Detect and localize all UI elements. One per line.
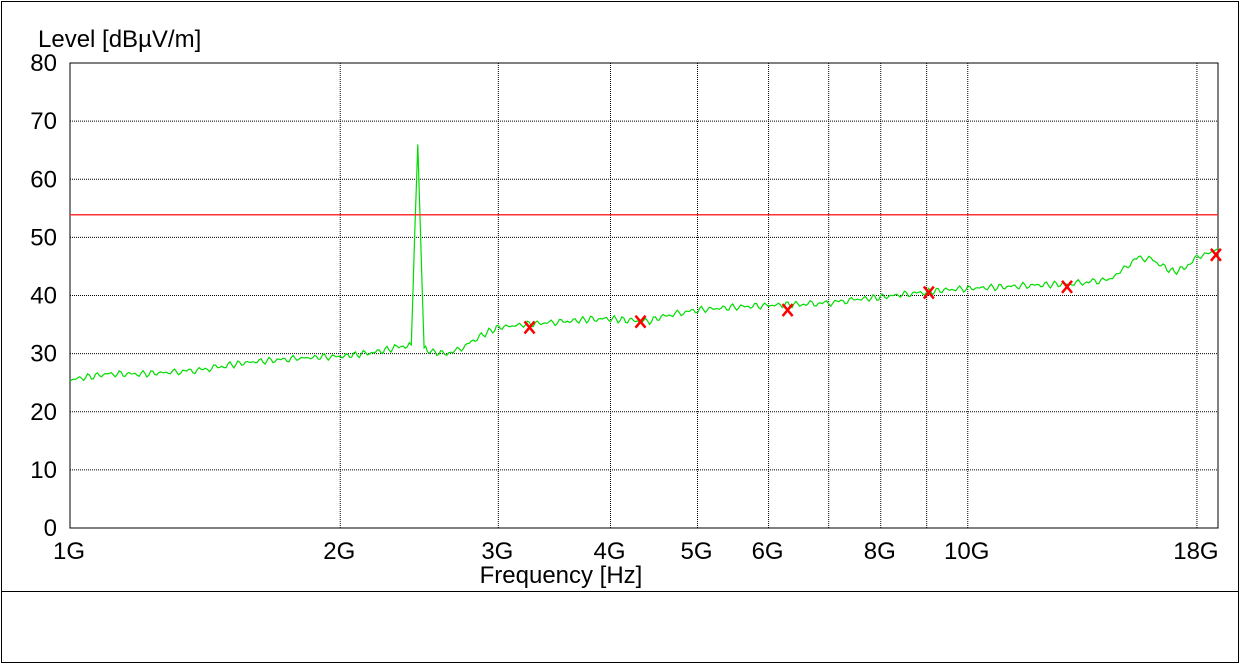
x-tick-label: 18G (1173, 538, 1218, 565)
x-tick-label: 3G (481, 538, 513, 565)
peak-marker-stroke (1061, 279, 1073, 294)
peak-marker (634, 314, 647, 329)
measurement-trace (69, 144, 1219, 382)
x-tick-label: 2G (323, 538, 355, 565)
peak-marker (1061, 279, 1073, 294)
grid-lines (70, 63, 1218, 528)
peak-marker (922, 285, 935, 300)
y-tick-label: 50 (30, 224, 57, 251)
x-axis-title: Frequency [Hz] (480, 562, 643, 589)
chart-bottom-divider (1, 591, 1239, 592)
y-tick-label: 10 (30, 457, 57, 484)
x-tick-label: 10G (944, 538, 989, 565)
x-tick-label: 5G (680, 538, 712, 565)
x-tick-label: 4G (593, 538, 625, 565)
peak-marker-stroke (634, 314, 647, 329)
y-tick-label: 40 (30, 283, 57, 310)
peak-marker (781, 303, 794, 317)
peak-marker-stroke (922, 285, 935, 300)
y-tick-label: 60 (30, 166, 57, 193)
y-tick-label: 30 (30, 341, 57, 368)
peak-marker-stroke (781, 303, 794, 317)
y-axis-title: Level [dBµV/m] (38, 26, 201, 53)
x-tick-label: 8G (864, 538, 896, 565)
marker-layer (523, 248, 1222, 335)
peak-marker (523, 320, 536, 335)
series-layer (69, 144, 1219, 382)
x-tick-label: 6G (752, 538, 784, 565)
y-tick-label: 0 (44, 515, 57, 542)
x-tick-label: 1G (53, 538, 85, 565)
peak-marker-stroke (523, 320, 536, 335)
y-tick-label: 20 (30, 399, 57, 426)
tick-labels: 0 10 20 30 40 50 60 70 80 1G 2G 3G 4G 5G 6G 8G 10G 18G (30, 50, 1218, 565)
peak-marker-stroke (1209, 248, 1222, 262)
y-tick-label: 70 (30, 108, 57, 135)
peak-marker (1209, 248, 1222, 262)
y-tick-label: 80 (30, 50, 57, 77)
